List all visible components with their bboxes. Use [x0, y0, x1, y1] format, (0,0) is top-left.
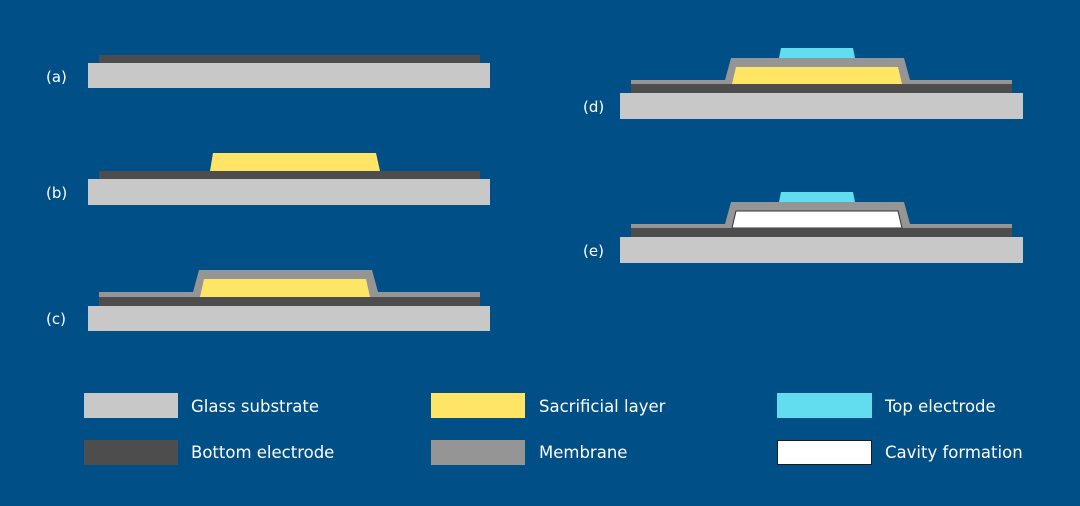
glass-substrate-layer	[620, 93, 1023, 119]
legend-item-top-electrode: Top electrode	[777, 393, 996, 418]
bottom-electrode-layer	[631, 84, 1012, 93]
glass-substrate-layer	[88, 306, 490, 331]
legend-swatch	[431, 393, 525, 418]
glass-substrate-layer	[620, 237, 1023, 263]
legend-item-cavity-formation: Cavity formation	[777, 440, 1023, 465]
cavity	[731, 210, 903, 229]
legend-label: Sacrificial layer	[539, 397, 666, 416]
legend-item-bottom-electrode: Bottom electrode	[84, 440, 334, 465]
bottom-electrode-layer	[99, 297, 480, 306]
legend-swatch	[431, 440, 525, 465]
legend-item-membrane: Membrane	[431, 440, 627, 465]
top-electrode-layer	[779, 192, 855, 202]
bottom-electrode-layer	[99, 171, 480, 179]
top-electrode-layer	[779, 48, 855, 58]
step-e: (e)	[583, 192, 1023, 263]
glass-substrate-layer	[88, 179, 490, 205]
step-c: (c)	[46, 270, 490, 331]
step-b-label: (b)	[46, 184, 67, 202]
legend-swatch	[777, 393, 872, 418]
bottom-electrode-layer	[99, 55, 480, 63]
sacrificial-layer	[732, 67, 902, 84]
legend-swatch	[777, 440, 872, 465]
bottom-electrode-layer	[631, 228, 1012, 237]
legend: Glass substrate Sacrificial layer Top el…	[84, 393, 1023, 465]
glass-substrate-layer	[88, 63, 490, 88]
legend-swatch	[84, 393, 178, 418]
legend-item-glass-substrate: Glass substrate	[84, 393, 319, 418]
step-a: (a)	[46, 55, 490, 88]
sacrificial-layer	[210, 153, 380, 171]
step-d-label: (d)	[583, 98, 604, 116]
legend-label: Top electrode	[884, 397, 996, 416]
legend-item-sacrificial-layer: Sacrificial layer	[431, 393, 666, 418]
sacrificial-layer	[200, 279, 370, 297]
step-c-label: (c)	[46, 310, 66, 328]
step-e-label: (e)	[583, 242, 604, 260]
step-d: (d)	[583, 48, 1023, 119]
step-a-label: (a)	[46, 68, 67, 86]
legend-label: Membrane	[539, 443, 627, 462]
legend-label: Bottom electrode	[191, 443, 334, 462]
legend-label: Glass substrate	[191, 397, 319, 416]
legend-label: Cavity formation	[885, 443, 1023, 462]
step-b: (b)	[46, 153, 490, 205]
legend-swatch	[84, 440, 178, 465]
